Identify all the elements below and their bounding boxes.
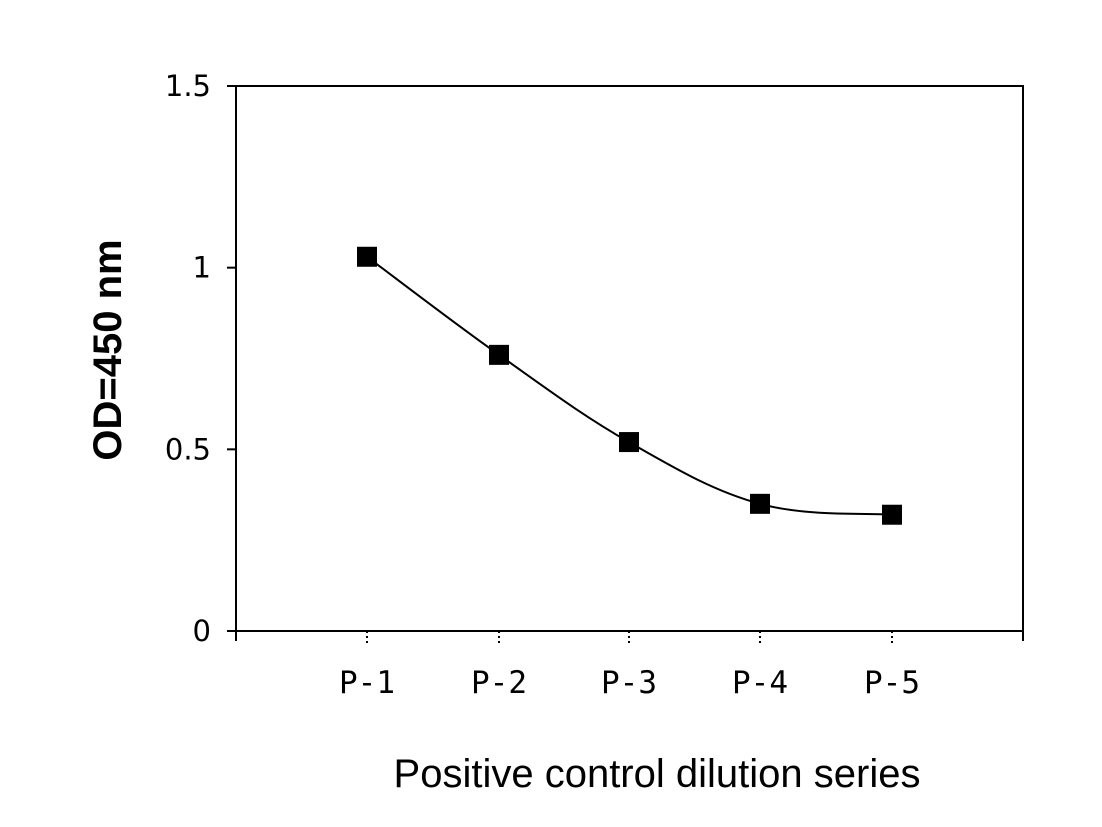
y-axis-title: OD=450 nm bbox=[86, 239, 130, 460]
y-tick-label: 0 bbox=[193, 614, 211, 648]
x-axis: P-1 P-2 P-3 P-4 P-5 bbox=[235, 631, 1024, 701]
data-point-marker bbox=[489, 344, 509, 365]
data-point-marker bbox=[750, 493, 770, 514]
y-tick-label: 1.5 bbox=[165, 69, 211, 103]
y-axis: 0 0.5 1 1.5 bbox=[165, 69, 236, 648]
plot-frame bbox=[235, 85, 1024, 632]
x-tick-label: P-1 bbox=[339, 665, 395, 701]
x-tick-label: P-2 bbox=[471, 665, 527, 701]
series-layer bbox=[357, 246, 902, 525]
data-point-marker bbox=[357, 246, 377, 267]
y-tick-label: 1 bbox=[193, 251, 211, 285]
x-tick-label: P-4 bbox=[732, 665, 788, 701]
data-point-marker bbox=[619, 432, 639, 453]
x-axis-title: Positive control dilution series bbox=[394, 752, 921, 796]
x-tick-label: P-5 bbox=[864, 665, 920, 701]
x-tick-label: P-3 bbox=[601, 665, 657, 701]
y-tick-label: 0.5 bbox=[165, 432, 211, 466]
series-line bbox=[366, 255, 893, 516]
data-point-marker bbox=[882, 504, 902, 525]
